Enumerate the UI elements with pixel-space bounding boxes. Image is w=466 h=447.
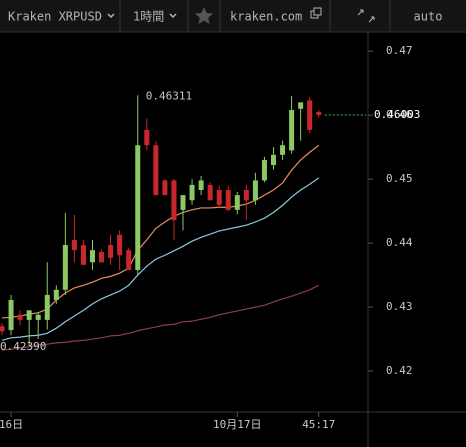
candle-body [289,110,295,151]
candle-body [71,239,77,251]
candle-body [53,289,59,301]
chevron[interactable] [169,13,177,19]
candle-body [216,190,222,205]
candle-body [108,245,114,258]
candle-body [90,250,95,263]
candle-body [35,314,41,320]
popout-icon[interactable] [313,7,322,16]
candle-body [252,180,258,201]
candle-body [62,245,68,290]
moving-average [1,144,320,319]
y-tick-label: 0.45 [386,172,413,185]
candle-body [243,190,249,201]
candle-body [225,190,231,210]
high-annotation: 0.46311 [146,89,192,102]
candle-body [80,245,86,265]
candle-body [189,184,195,201]
site-link[interactable]: kraken.com [230,10,302,24]
x-tick-label: 16日 [0,418,23,431]
star-icon[interactable] [195,7,213,24]
candle-body [126,250,132,270]
scale-mode[interactable]: auto [414,10,443,24]
low-annotation: 0.42390 [0,340,46,353]
candle-body [44,294,50,320]
toolbar [0,0,466,32]
candle-body [207,184,213,201]
candle-body [153,145,159,196]
candle-body [26,310,32,320]
x-tick-label: 10月17日 [213,418,262,431]
candle-body [271,154,276,166]
candle-body [8,300,14,331]
candle-body [0,326,5,332]
candle-body [171,180,177,221]
candle-body [117,234,123,256]
interval[interactable]: 1時間 [133,10,164,24]
candle-body [298,102,304,109]
candle-body [162,180,168,196]
candle-body [307,100,313,130]
candle-body [316,111,322,115]
y-tick-label: 0.47 [386,44,413,57]
candle-body [135,145,141,270]
countdown: 45:17 [302,418,335,431]
chevron[interactable] [107,13,115,19]
candle-body [99,252,105,263]
candle-body [17,314,23,320]
expand-icon[interactable] [357,9,375,23]
candle-body [280,145,286,155]
candle-body [234,195,240,210]
candle-body [198,180,204,191]
candle-body [180,195,186,210]
moving-average [1,284,320,351]
y-tick-label: 0.42 [386,364,413,377]
last-price-label: 0.46003 [374,108,420,121]
moving-average [1,177,320,341]
y-tick-label: 0.46 [386,108,413,121]
y-tick-label: 0.44 [386,236,413,249]
candle-body [261,159,267,181]
symbol[interactable]: Kraken XRPUSD [8,10,102,24]
candle-body [144,129,150,146]
y-tick-label: 0.43 [386,300,413,313]
